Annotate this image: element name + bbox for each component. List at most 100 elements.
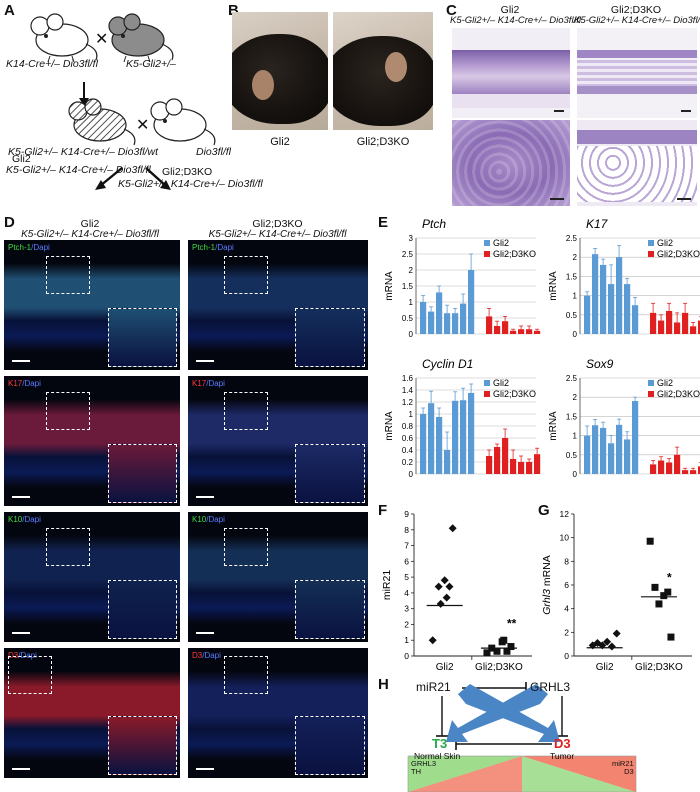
bar <box>502 321 509 334</box>
data-point <box>651 583 659 591</box>
micrograph-k10-gli2: K10/Dapi <box>4 512 180 642</box>
stain-label: Ptch-1/Dapi <box>192 243 234 252</box>
x-category-label: Gli2;D3KO <box>475 662 523 673</box>
bar <box>666 462 673 474</box>
f1-partner-genotype: Dio3fl/fl <box>196 146 232 158</box>
panel-label-g: G <box>538 502 550 519</box>
y-tick-label: 1.5 <box>566 272 578 281</box>
bar <box>460 400 467 474</box>
bar <box>436 417 443 474</box>
stain-marker: Ptch-1 <box>8 243 32 252</box>
stain-marker: D3 <box>8 651 19 660</box>
bar <box>690 326 697 334</box>
magnified-inset <box>294 715 365 775</box>
bar <box>460 303 467 334</box>
c-left-title: Gli2 <box>500 4 520 16</box>
y-tick-label: 2 <box>404 619 409 629</box>
photo-gli2-mouse <box>232 12 328 130</box>
mouse-icon-parent-1 <box>30 13 98 63</box>
stain-counterstain: /Dapi <box>206 515 225 524</box>
stain-marker: D3 <box>192 651 203 660</box>
y-tick-label: 3 <box>404 604 409 614</box>
stain-label: D3/Dapi <box>192 651 221 660</box>
data-point <box>503 647 511 655</box>
histology-d3ko-low-mag <box>577 28 697 118</box>
mouse-cross-diagram: ✕ ✕ <box>30 13 216 190</box>
y-tick-label: 1.6 <box>402 374 414 383</box>
y-tick-label: 1.4 <box>402 386 414 395</box>
histology-gli2-high-mag <box>452 120 570 206</box>
bar <box>584 435 591 474</box>
data-point <box>483 649 491 657</box>
y-tick-label: 6 <box>564 580 569 590</box>
stain-counterstain: /Dapi <box>22 379 41 388</box>
histology-d3ko-high-mag <box>577 120 697 206</box>
legend-swatch <box>648 391 654 397</box>
y-axis-label: Grhl3 mRNA <box>541 555 553 615</box>
y-tick-label: 12 <box>560 509 570 519</box>
data-point <box>434 582 443 591</box>
micrograph-k10-d3ko: K10/Dapi <box>188 512 368 642</box>
data-point <box>646 537 654 545</box>
y-axis-label: mRNA <box>384 411 395 441</box>
y-tick-label: 0.8 <box>402 422 414 431</box>
d-left-title: Gli2 <box>80 218 100 230</box>
mouse-icon-f1 <box>68 98 136 146</box>
region-of-interest-box <box>46 528 90 566</box>
bar <box>658 460 665 474</box>
y-tick-label: 2.5 <box>402 250 414 259</box>
bar <box>486 316 493 334</box>
y-tick-label: 0.5 <box>402 314 414 323</box>
data-point <box>667 633 675 641</box>
stain-marker: K10 <box>192 515 207 524</box>
chart-title: Sox9 <box>586 357 614 371</box>
y-axis-label: mRNA <box>548 411 559 441</box>
panel-label-b: B <box>228 2 239 19</box>
d-left-genotype: K5-Gli2+/– K14-Cre+/– Dio3fl/fl <box>21 229 159 240</box>
bar <box>698 466 700 474</box>
significance-stars: ** <box>507 617 517 631</box>
y-tick-label: 1 <box>409 298 414 307</box>
panel-label-f: F <box>378 502 388 519</box>
stain-label: D3/Dapi <box>8 651 37 660</box>
region-of-interest-box <box>224 656 268 694</box>
cross-symbol-2: ✕ <box>136 117 149 134</box>
micrograph-ptch-1-gli2: Ptch-1/Dapi <box>4 240 180 370</box>
y-tick-label: 2.5 <box>566 234 578 243</box>
legend-label: Gli2;D3KO <box>657 249 700 259</box>
data-point <box>612 629 621 638</box>
y-axis-label-italic: Grhl3 <box>541 589 553 615</box>
data-point <box>440 576 449 585</box>
magnified-inset <box>108 579 177 639</box>
data-point <box>664 588 672 596</box>
region-of-interest-box <box>46 392 90 430</box>
c-right-title: Gli2;D3KO <box>610 4 662 16</box>
y-tick-label: 1 <box>409 410 414 419</box>
stain-label: K17/Dapi <box>192 379 225 388</box>
caption-d3ko: Gli2;D3KO <box>356 136 410 148</box>
bar <box>698 320 700 334</box>
bar <box>674 454 681 474</box>
y-axis-label: mRNA <box>548 271 559 301</box>
legend-label: Gli2 <box>657 378 673 388</box>
bar <box>600 264 607 334</box>
offspring-left-genotype: K5-Gli2+/– K14-Cre+/– Dio3fl/fl <box>6 164 151 176</box>
y-tick-label: 2 <box>573 253 578 262</box>
legend-label: Gli2;D3KO <box>493 249 536 259</box>
panel-label-e: E <box>378 214 389 231</box>
bar <box>690 470 697 474</box>
stain-marker: K17 <box>192 379 207 388</box>
legend-swatch <box>484 240 490 246</box>
bar <box>518 462 525 474</box>
bar <box>420 302 427 334</box>
stain-marker: K17 <box>8 379 23 388</box>
bar <box>616 424 623 474</box>
panel-label-h: H <box>378 676 389 693</box>
bar <box>624 284 631 334</box>
node-grhl3: GRHL3 <box>530 680 571 694</box>
legend-swatch <box>648 251 654 257</box>
bar <box>468 393 475 474</box>
data-point <box>607 642 616 651</box>
y-tick-label: 0 <box>573 470 578 479</box>
data-point <box>442 593 451 602</box>
